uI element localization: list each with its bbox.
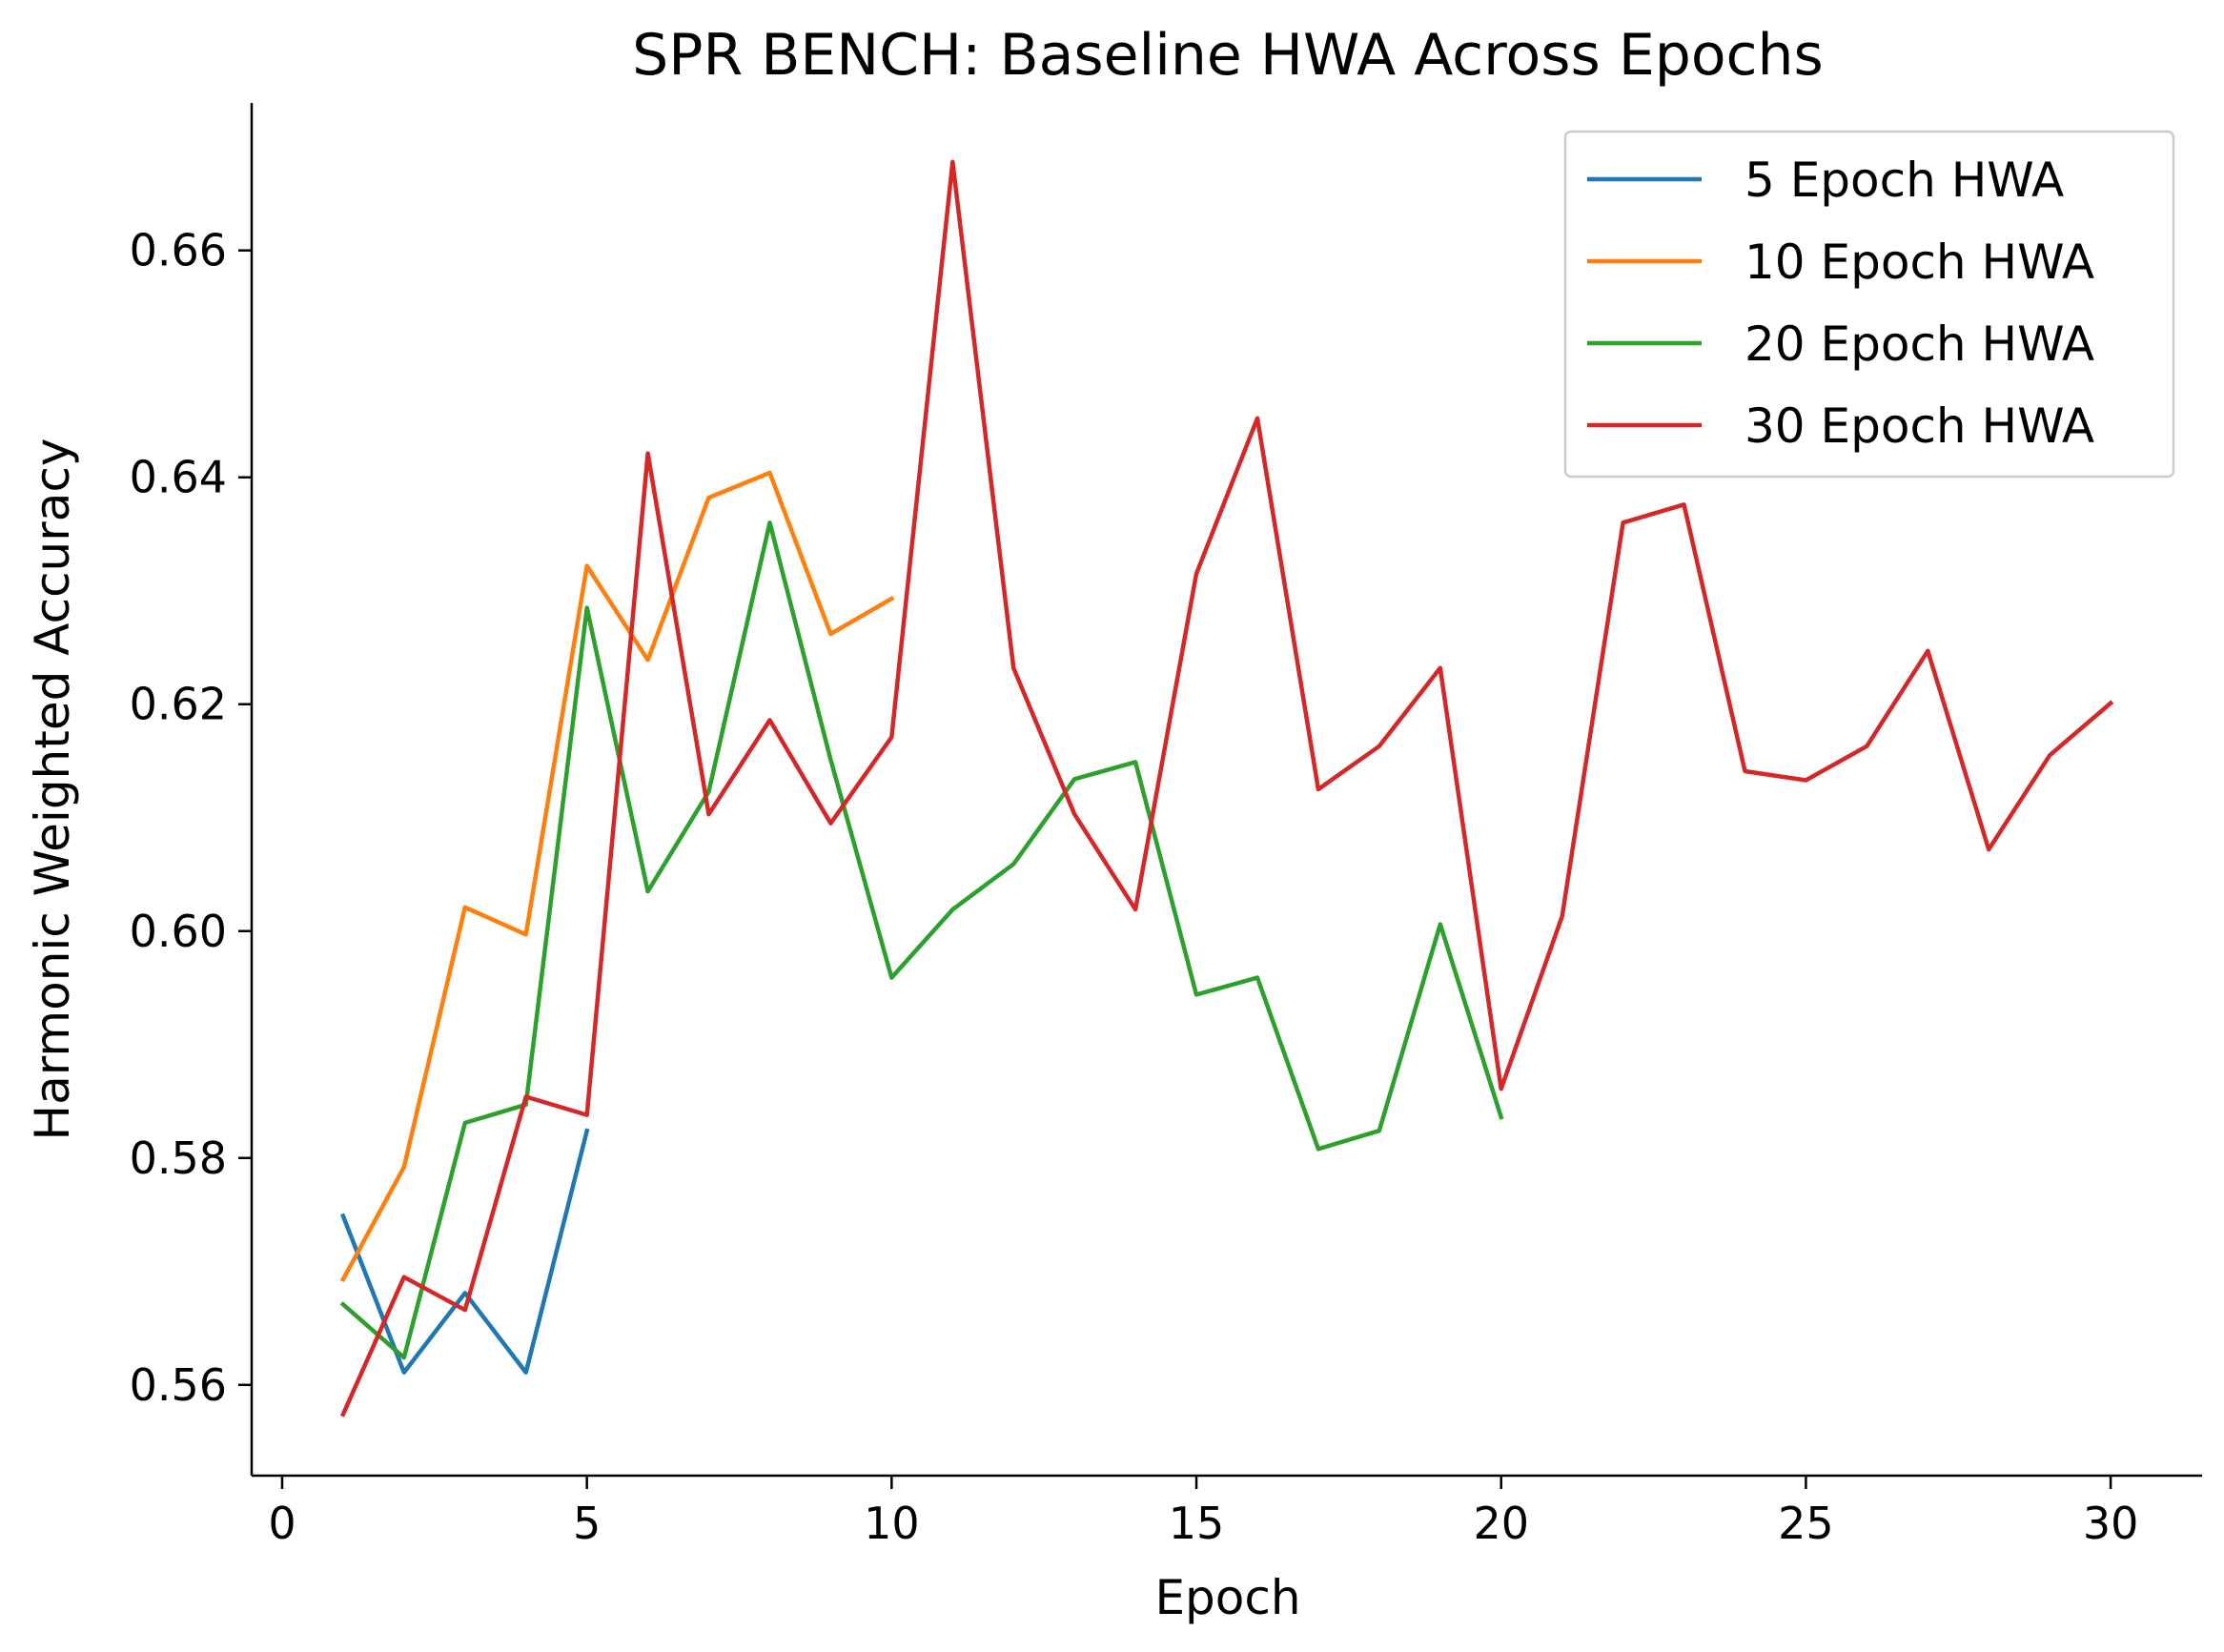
x-tick-label: 0 <box>268 1498 296 1549</box>
x-tick-label: 30 <box>2083 1498 2139 1549</box>
legend-label-1: 5 Epoch HWA <box>1745 153 2064 208</box>
chart-title: SPR BENCH: Baseline HWA Across Epochs <box>632 22 1824 89</box>
x-tick-label: 15 <box>1169 1498 1225 1549</box>
legend-label-2: 10 Epoch HWA <box>1745 235 2094 290</box>
y-ticks: 0.56 0.58 0.60 0.62 0.64 0.66 <box>130 225 252 1411</box>
x-ticks: 0 5 10 15 20 25 30 <box>268 1476 2138 1549</box>
y-tick-label: 0.66 <box>130 225 227 276</box>
axes <box>250 103 2202 1478</box>
x-tick-label: 25 <box>1778 1498 1834 1549</box>
series-line-2 <box>339 470 895 1283</box>
legend-label-4: 30 Epoch HWA <box>1745 398 2094 454</box>
x-tick-label: 20 <box>1473 1498 1529 1549</box>
legend: 5 Epoch HWA 10 Epoch HWA 20 Epoch HWA 30 Ep… <box>1563 130 2175 479</box>
y-tick-label: 0.64 <box>130 452 227 503</box>
plot-series <box>339 159 2114 1417</box>
y-tick-label: 0.60 <box>130 906 227 957</box>
x-tick-label: 10 <box>864 1498 920 1549</box>
legend-label-3: 20 Epoch HWA <box>1745 316 2094 372</box>
legend-frame <box>1563 130 2175 479</box>
y-tick-label: 0.58 <box>130 1132 227 1184</box>
series-line-3 <box>339 520 1504 1360</box>
x-axis-title: Epoch <box>1154 1570 1300 1625</box>
y-tick-label: 0.56 <box>130 1359 227 1411</box>
y-tick-label: 0.62 <box>130 679 227 730</box>
series-line-4 <box>339 159 2114 1417</box>
y-axis-title: Harmonic Weighted Accuracy <box>25 438 80 1140</box>
x-tick-label: 5 <box>573 1498 601 1549</box>
